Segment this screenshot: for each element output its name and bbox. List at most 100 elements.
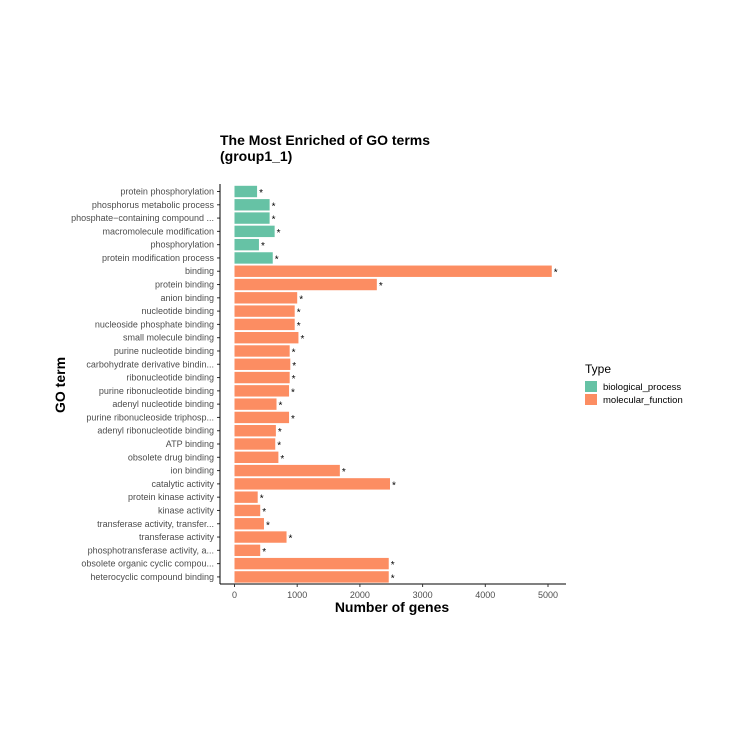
y-tick-label: protein kinase activity	[128, 492, 215, 502]
bar-label: *	[280, 454, 284, 465]
bar-label: *	[289, 534, 293, 545]
y-tick-label: phosphotransferase activity, a...	[88, 545, 214, 555]
x-tick-label: 3000	[413, 590, 433, 600]
y-tick-label: ATP binding	[166, 439, 214, 449]
bar-label: *	[297, 308, 301, 319]
bar	[234, 518, 264, 530]
bar	[234, 358, 291, 370]
y-tick-label: binding	[185, 266, 214, 276]
bar-label: *	[391, 560, 395, 571]
bar-label: *	[291, 414, 295, 425]
chart-title-line-2: (group1_1)	[220, 148, 292, 164]
y-tick-label: small molecule binding	[123, 333, 214, 343]
bar-label: *	[259, 188, 263, 199]
bar-label: *	[299, 294, 303, 305]
x-tick-label: 4000	[475, 590, 495, 600]
bar	[234, 225, 275, 238]
bar	[234, 478, 390, 490]
y-tick-label: purine nucleotide binding	[114, 346, 214, 356]
bar	[234, 557, 389, 570]
bar-label: *	[292, 347, 296, 358]
bar-label: *	[554, 268, 558, 279]
bar	[234, 331, 299, 344]
bar	[234, 185, 258, 198]
x-axis-title: Number of genes	[335, 599, 450, 615]
bar-label: *	[292, 374, 296, 385]
y-tick-label: purine ribonucleoside triphosp...	[86, 412, 214, 422]
y-tick-label: nucleoside phosphate binding	[95, 319, 214, 329]
y-tick-label: kinase activity	[158, 505, 215, 515]
legend-key	[585, 394, 597, 405]
y-tick-label: phosphorylation	[150, 240, 214, 250]
bar	[234, 371, 290, 384]
bar	[234, 451, 279, 463]
y-axis: protein phosphorylation phosphorus metabo…	[71, 184, 221, 584]
bar-label: *	[291, 387, 295, 398]
bar	[234, 345, 290, 357]
y-tick-label: protein phosphorylation	[120, 187, 214, 197]
bar-label: *	[262, 507, 266, 518]
bar-label: *	[261, 241, 265, 252]
bar-label: *	[297, 321, 301, 332]
bar	[234, 531, 287, 543]
y-tick-label: transferase activity, transfer...	[97, 519, 214, 529]
bar	[234, 238, 259, 251]
y-tick-label: adenyl nucleotide binding	[112, 399, 214, 409]
x-tick-label: 2000	[350, 590, 370, 600]
bar	[234, 438, 276, 450]
bar-label: *	[277, 441, 281, 452]
bar	[234, 252, 273, 264]
y-tick-label: phosphate−containing compound ...	[71, 213, 214, 223]
bar-label: *	[266, 520, 270, 531]
bar	[234, 212, 270, 224]
y-tick-label: protein modification process	[102, 253, 215, 263]
bar-label: *	[379, 281, 383, 292]
bar	[234, 292, 298, 304]
bar	[234, 411, 290, 424]
y-tick-label: adenyl ribonucleotide binding	[97, 426, 214, 436]
bar-label: *	[272, 215, 276, 226]
y-tick-label: obsolete drug binding	[128, 452, 214, 462]
y-tick-label: ion binding	[170, 466, 214, 476]
y-tick-label: catalytic activity	[151, 479, 214, 489]
bar	[234, 504, 261, 517]
x-tick-label: 5000	[538, 590, 558, 600]
bar-label: *	[277, 228, 281, 239]
bar-label: *	[292, 361, 296, 372]
x-tick-label: 0	[232, 590, 237, 600]
y-tick-label: carbohydrate derivative bindin...	[86, 359, 214, 369]
y-tick-label: macromolecule modification	[102, 226, 214, 236]
bar-label: *	[342, 467, 346, 478]
bar-label: *	[260, 494, 264, 505]
bar	[234, 398, 277, 410]
y-tick-label: purine ribonucleotide binding	[99, 386, 214, 396]
legend-label: biological_process	[603, 382, 681, 393]
y-axis-title: GO term	[52, 357, 68, 413]
bar	[234, 199, 270, 211]
bar	[234, 385, 290, 397]
bar	[234, 425, 276, 437]
y-tick-label: transferase activity	[139, 532, 215, 542]
bar	[234, 464, 340, 477]
legend: Type biological_process molecular_functio…	[585, 362, 683, 406]
bar	[234, 278, 377, 291]
bar-label: *	[275, 254, 279, 265]
plot-area: * * * * * * * * * * * * * * * * * * * * * * * * * * * * * *	[234, 185, 558, 584]
bar-label: *	[278, 427, 282, 438]
y-tick-label: phosphorus metabolic process	[92, 200, 215, 210]
chart-title-line-1: The Most Enriched of GO terms	[220, 132, 430, 148]
y-tick-label: obsolete organic cyclic compou...	[81, 559, 214, 569]
bar	[234, 571, 389, 583]
bar-label: *	[391, 573, 395, 584]
bar	[234, 318, 295, 331]
y-tick-label: protein binding	[155, 280, 214, 290]
x-axis: 0 1000 2000 3000 4000 5000	[220, 583, 566, 600]
y-tick-label: ribonucleotide binding	[126, 373, 214, 383]
y-tick-label: anion binding	[160, 293, 214, 303]
bar	[234, 491, 258, 503]
bar	[234, 544, 261, 557]
y-tick-label: nucleotide binding	[141, 306, 214, 316]
y-tick-label: heterocyclic compound binding	[90, 572, 214, 582]
legend-label: molecular_function	[603, 395, 683, 406]
